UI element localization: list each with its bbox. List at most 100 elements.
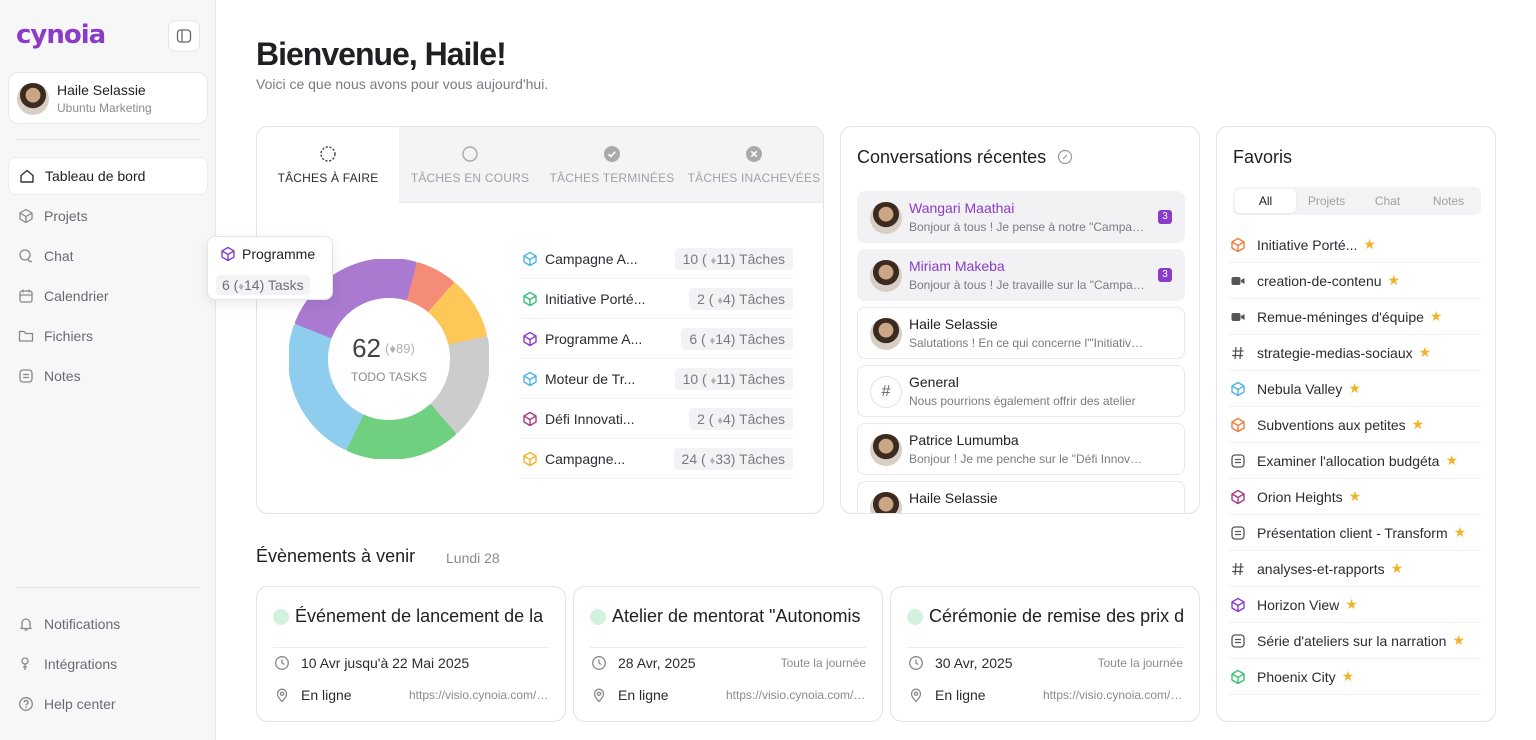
star-icon[interactable]: ★ — [1348, 380, 1361, 396]
nav-item-files[interactable]: Fichiers — [8, 317, 208, 355]
nav-item-integrations[interactable]: Intégrations — [8, 645, 208, 683]
donut-segment[interactable] — [428, 282, 488, 346]
collapse-sidebar-button[interactable] — [168, 20, 200, 52]
tab-completed[interactable]: TÂCHES TERMINÉES — [541, 127, 683, 203]
star-icon[interactable]: ★ — [1387, 272, 1401, 288]
cube-icon — [521, 450, 539, 468]
note-icon — [18, 368, 34, 384]
favorite-label: Orion Heights — [1257, 488, 1343, 505]
cynoia-logo[interactable]: cynoia — [16, 20, 106, 50]
clock-icon — [907, 654, 925, 672]
conversation-item[interactable]: Haile Selassie — [857, 481, 1185, 513]
conversation-item[interactable]: Wangari Maathai Bonjour à tous ! Je pense… — [857, 191, 1185, 243]
favorite-item[interactable]: Nebula Valley ★ — [1229, 371, 1481, 407]
favorite-item[interactable]: Examiner l'allocation budgéta ★ — [1229, 443, 1481, 479]
sidebar: cynoia Haile Selassie Ubuntu Marketing T… — [0, 0, 216, 740]
star-icon[interactable]: ★ — [1341, 668, 1355, 684]
tab-todo[interactable]: TÂCHES À FAIRE — [257, 127, 399, 203]
favorite-label: Phoenix City — [1257, 668, 1336, 685]
favorite-item[interactable]: Horizon View ★ — [1229, 587, 1481, 623]
conversations-card: Conversations récentes Wangari Maathai Bo… — [840, 126, 1200, 514]
nav-item-notes[interactable]: Notes — [8, 357, 208, 395]
star-icon[interactable]: ★ — [1452, 632, 1465, 648]
task-project-row[interactable]: Défi Innovati... 2 ( ♦4) Tâches — [521, 399, 793, 439]
task-project-row[interactable]: Programme A... 6 ( ♦14) Tâches — [521, 319, 793, 359]
cube-icon — [521, 250, 539, 268]
user-avatar — [17, 83, 49, 115]
star-icon[interactable]: ★ — [1453, 524, 1467, 540]
task-project-row[interactable]: Campagne... 24 ( ♦33) Tâches — [521, 439, 793, 479]
donut-segment[interactable] — [289, 323, 364, 450]
nav-item-projects[interactable]: Projets — [8, 197, 208, 235]
star-icon[interactable]: ★ — [1390, 560, 1404, 576]
event-link[interactable]: https://visio.cynoia.com/event — [409, 688, 549, 702]
event-card[interactable]: Événement de lancement de la 10 Avr jusqu… — [256, 586, 566, 722]
nav-label: Notes — [44, 368, 81, 384]
filter-all[interactable]: All — [1235, 189, 1296, 213]
conversation-item[interactable]: # General Nous pourrions également offrir … — [857, 365, 1185, 417]
favorite-item[interactable]: Subventions aux petites ★ — [1229, 407, 1481, 443]
nav-item-dashboard[interactable]: Tableau de bord — [8, 157, 208, 195]
conversation-item[interactable]: Haile Selassie Salutations ! En ce qui co… — [857, 307, 1185, 359]
nav-label: Notifications — [44, 616, 121, 632]
nav-label: Fichiers — [44, 328, 94, 344]
star-icon[interactable]: ★ — [1348, 488, 1362, 504]
all-day-label: Toute la journée — [780, 656, 866, 670]
nav-item-calendar[interactable]: Calendrier — [8, 277, 208, 315]
donut-total: 62 — [352, 333, 381, 363]
chart-tooltip: Programme 6 (♦14) Tasks — [207, 236, 333, 300]
status-dot — [907, 608, 923, 625]
donut-segment[interactable] — [429, 336, 489, 434]
cube-icon — [1229, 416, 1247, 434]
favorite-item[interactable]: Phoenix City ★ — [1229, 659, 1481, 695]
task-project-row[interactable]: Campagne A... 10 ( ♦11) Tâches — [521, 239, 793, 279]
help-icon — [18, 696, 34, 712]
donut-segment[interactable] — [405, 262, 454, 313]
event-date-row: 28 Avr, 2025 Toute la journée — [590, 653, 866, 673]
task-project-row[interactable]: Moteur de Tr... 10 ( ♦11) Tâches — [521, 359, 793, 399]
favorite-item[interactable]: Présentation client - Transform ★ — [1229, 515, 1481, 551]
conversation-item[interactable]: Miriam Makeba Bonjour à tous ! Je travail… — [857, 249, 1185, 301]
star-icon[interactable]: ★ — [1429, 308, 1443, 324]
nav-item-chat[interactable]: Chat — [8, 237, 208, 275]
favorite-item[interactable]: Orion Heights ★ — [1229, 479, 1481, 515]
event-card[interactable]: Cérémonie de remise des prix d 30 Avr, 20… — [890, 586, 1200, 722]
star-icon[interactable]: ★ — [1418, 344, 1432, 360]
all-day-label: Toute la journée — [1097, 656, 1183, 670]
note-icon — [1229, 524, 1247, 542]
conversation-item[interactable]: Patrice Lumumba Bonjour ! Je me penche su… — [857, 423, 1185, 475]
nav-item-help-center[interactable]: Help center — [8, 685, 208, 723]
tasks-donut-chart[interactable]: 62 (♦89) TODO TASKS — [289, 259, 489, 459]
page-title: Bienvenue, Haile! — [256, 36, 507, 72]
edit-icon[interactable] — [1057, 149, 1073, 165]
tab-unfinished[interactable]: TÂCHES INACHEVÉES — [683, 127, 823, 203]
star-icon[interactable]: ★ — [1445, 452, 1459, 468]
event-link[interactable]: https://visio.cynoia.com/event — [1043, 688, 1183, 702]
star-icon[interactable]: ★ — [1411, 416, 1425, 432]
filter-chat[interactable]: Chat — [1374, 194, 1401, 208]
event-link[interactable]: https://visio.cynoia.com/event — [726, 688, 866, 702]
favorite-label: creation-de-contenu — [1257, 272, 1382, 289]
conversation-name: Haile Selassie — [909, 490, 998, 506]
star-icon[interactable]: ★ — [1363, 236, 1376, 252]
filter-projects[interactable]: Projets — [1307, 194, 1346, 208]
favorite-item[interactable]: Série d'ateliers sur la narration ★ — [1229, 623, 1481, 659]
donut-segment[interactable] — [346, 404, 456, 459]
favorite-item[interactable]: creation-de-contenu ★ — [1229, 263, 1481, 299]
tab-in-progress[interactable]: TÂCHES EN COURS — [399, 127, 541, 203]
favorite-item[interactable]: analyses-et-rapports ★ — [1229, 551, 1481, 587]
donut-total-all: (♦89) — [385, 341, 415, 356]
filter-notes[interactable]: Notes — [1432, 194, 1465, 208]
favorite-item[interactable]: Initiative Porté... ★ — [1229, 227, 1481, 263]
project-name: Défi Innovati... — [545, 410, 635, 427]
favorite-item[interactable]: Remue-méninges d'équipe ★ — [1229, 299, 1481, 335]
nav-item-notifications[interactable]: Notifications — [8, 605, 208, 643]
task-count: 6 ( ♦14) Tâches — [681, 327, 793, 350]
user-card[interactable]: Haile Selassie Ubuntu Marketing — [8, 72, 208, 124]
star-icon[interactable]: ★ — [1345, 596, 1358, 612]
favorite-label: Série d'ateliers sur la narration — [1257, 632, 1447, 649]
event-card[interactable]: Atelier de mentorat "Autonomis 28 Avr, 20… — [573, 586, 883, 722]
favorite-item[interactable]: strategie-medias-sociaux ★ — [1229, 335, 1481, 371]
task-project-row[interactable]: Initiative Porté... 2 ( ♦4) Tâches — [521, 279, 793, 319]
